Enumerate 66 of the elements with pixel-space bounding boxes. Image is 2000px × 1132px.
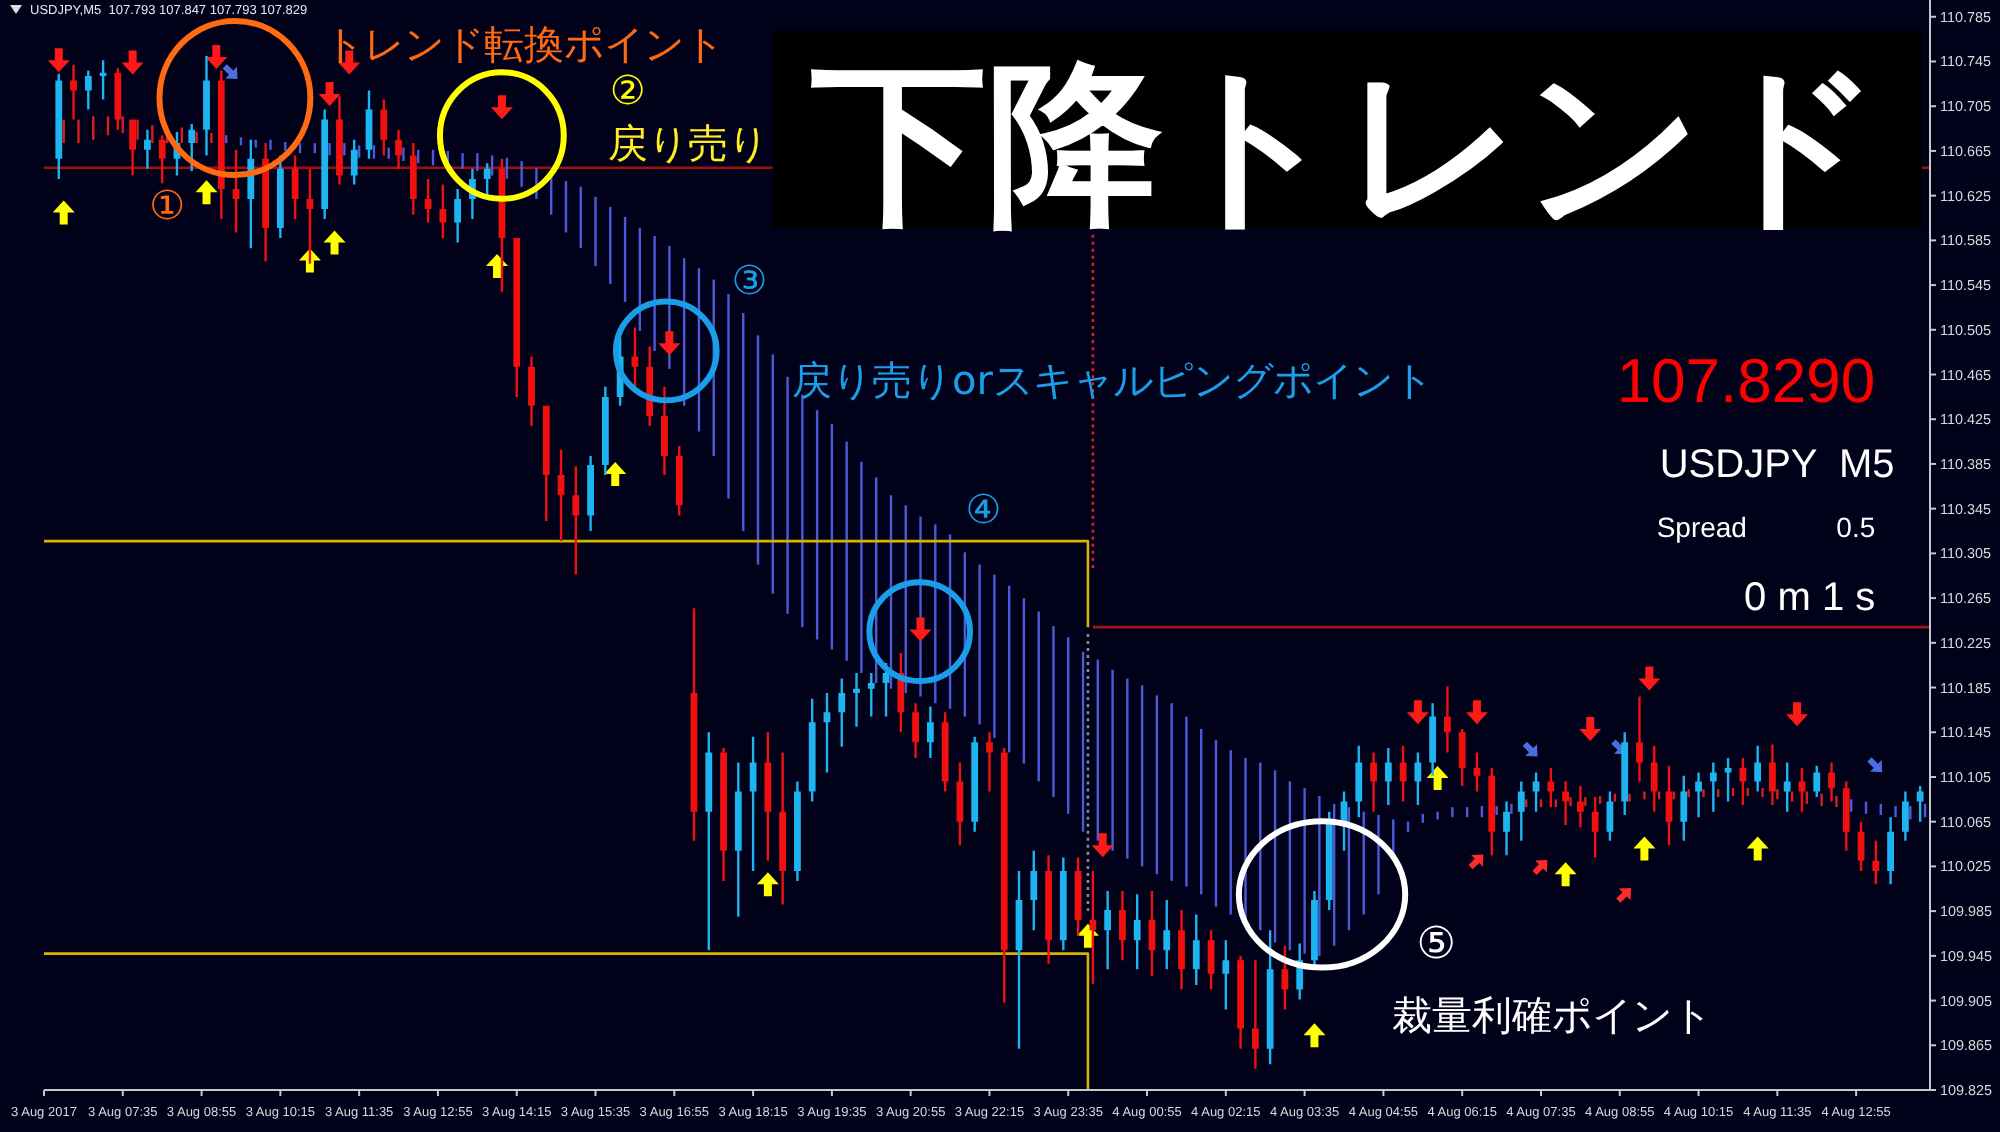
annotation: Spread — [1656, 510, 1747, 543]
point — [490, 95, 513, 120]
candlestick — [1695, 772, 1702, 818]
candlestick — [779, 752, 787, 905]
point — [1091, 833, 1114, 858]
chart-title: 下降トレンド — [811, 40, 1884, 247]
annotation: ② — [609, 65, 646, 114]
candlestick — [1503, 801, 1510, 856]
candlestick — [1104, 891, 1112, 970]
candlestick — [1754, 745, 1762, 792]
point — [1303, 1023, 1326, 1048]
candlestick — [1636, 696, 1643, 782]
annotation: 0.5 — [1836, 510, 1876, 543]
candlestick — [1562, 781, 1569, 826]
point — [1616, 888, 1632, 903]
point — [195, 180, 218, 205]
annotation: ① — [149, 180, 186, 229]
candlestick — [1709, 762, 1717, 812]
point — [52, 200, 75, 225]
point — [486, 254, 509, 279]
candlestick — [1576, 785, 1584, 828]
candlestick — [70, 64, 77, 120]
candlestick — [1444, 686, 1451, 753]
annotation: 107.8290 — [1616, 346, 1876, 417]
point — [1746, 836, 1769, 861]
annotation: トレンド転換ポイント — [323, 20, 724, 69]
point — [1786, 702, 1809, 727]
point — [1468, 854, 1484, 870]
candlestick — [853, 673, 860, 727]
annotation: 戻り売りorスキャルピングポイント — [792, 356, 1433, 405]
point — [1522, 741, 1538, 757]
point — [1426, 766, 1449, 791]
candlestick — [986, 732, 993, 792]
point — [318, 81, 341, 106]
candlestick — [84, 70, 92, 110]
point — [1554, 862, 1577, 887]
annotation: ③ — [731, 255, 768, 304]
point — [1406, 700, 1429, 725]
candlestick — [144, 129, 151, 169]
point — [1465, 700, 1488, 725]
annotation: USDJPY M5 — [1659, 443, 1895, 488]
point — [1867, 757, 1883, 773]
annotation: ④ — [965, 484, 1002, 533]
annotation: ⑤ — [1416, 919, 1456, 970]
point — [1579, 716, 1602, 741]
point — [1633, 836, 1656, 861]
point — [121, 50, 144, 75]
point — [323, 230, 346, 255]
point — [909, 617, 932, 642]
point — [222, 64, 238, 80]
point — [1532, 860, 1548, 875]
candlestick — [1828, 762, 1835, 802]
point — [658, 331, 681, 356]
candlestick — [926, 706, 934, 758]
point — [205, 45, 228, 70]
annotation: 戻り売り — [608, 119, 769, 168]
point — [47, 48, 70, 73]
point — [1638, 666, 1661, 691]
point — [604, 462, 627, 487]
annotation: 裁量利確ポイント — [1391, 990, 1712, 1039]
candlestick — [734, 762, 742, 917]
candlestick — [1384, 747, 1392, 805]
candlestick — [1370, 752, 1377, 812]
annotation: 0 m 1 s — [1744, 575, 1876, 620]
point — [756, 872, 779, 897]
candlestick — [1251, 960, 1259, 1069]
